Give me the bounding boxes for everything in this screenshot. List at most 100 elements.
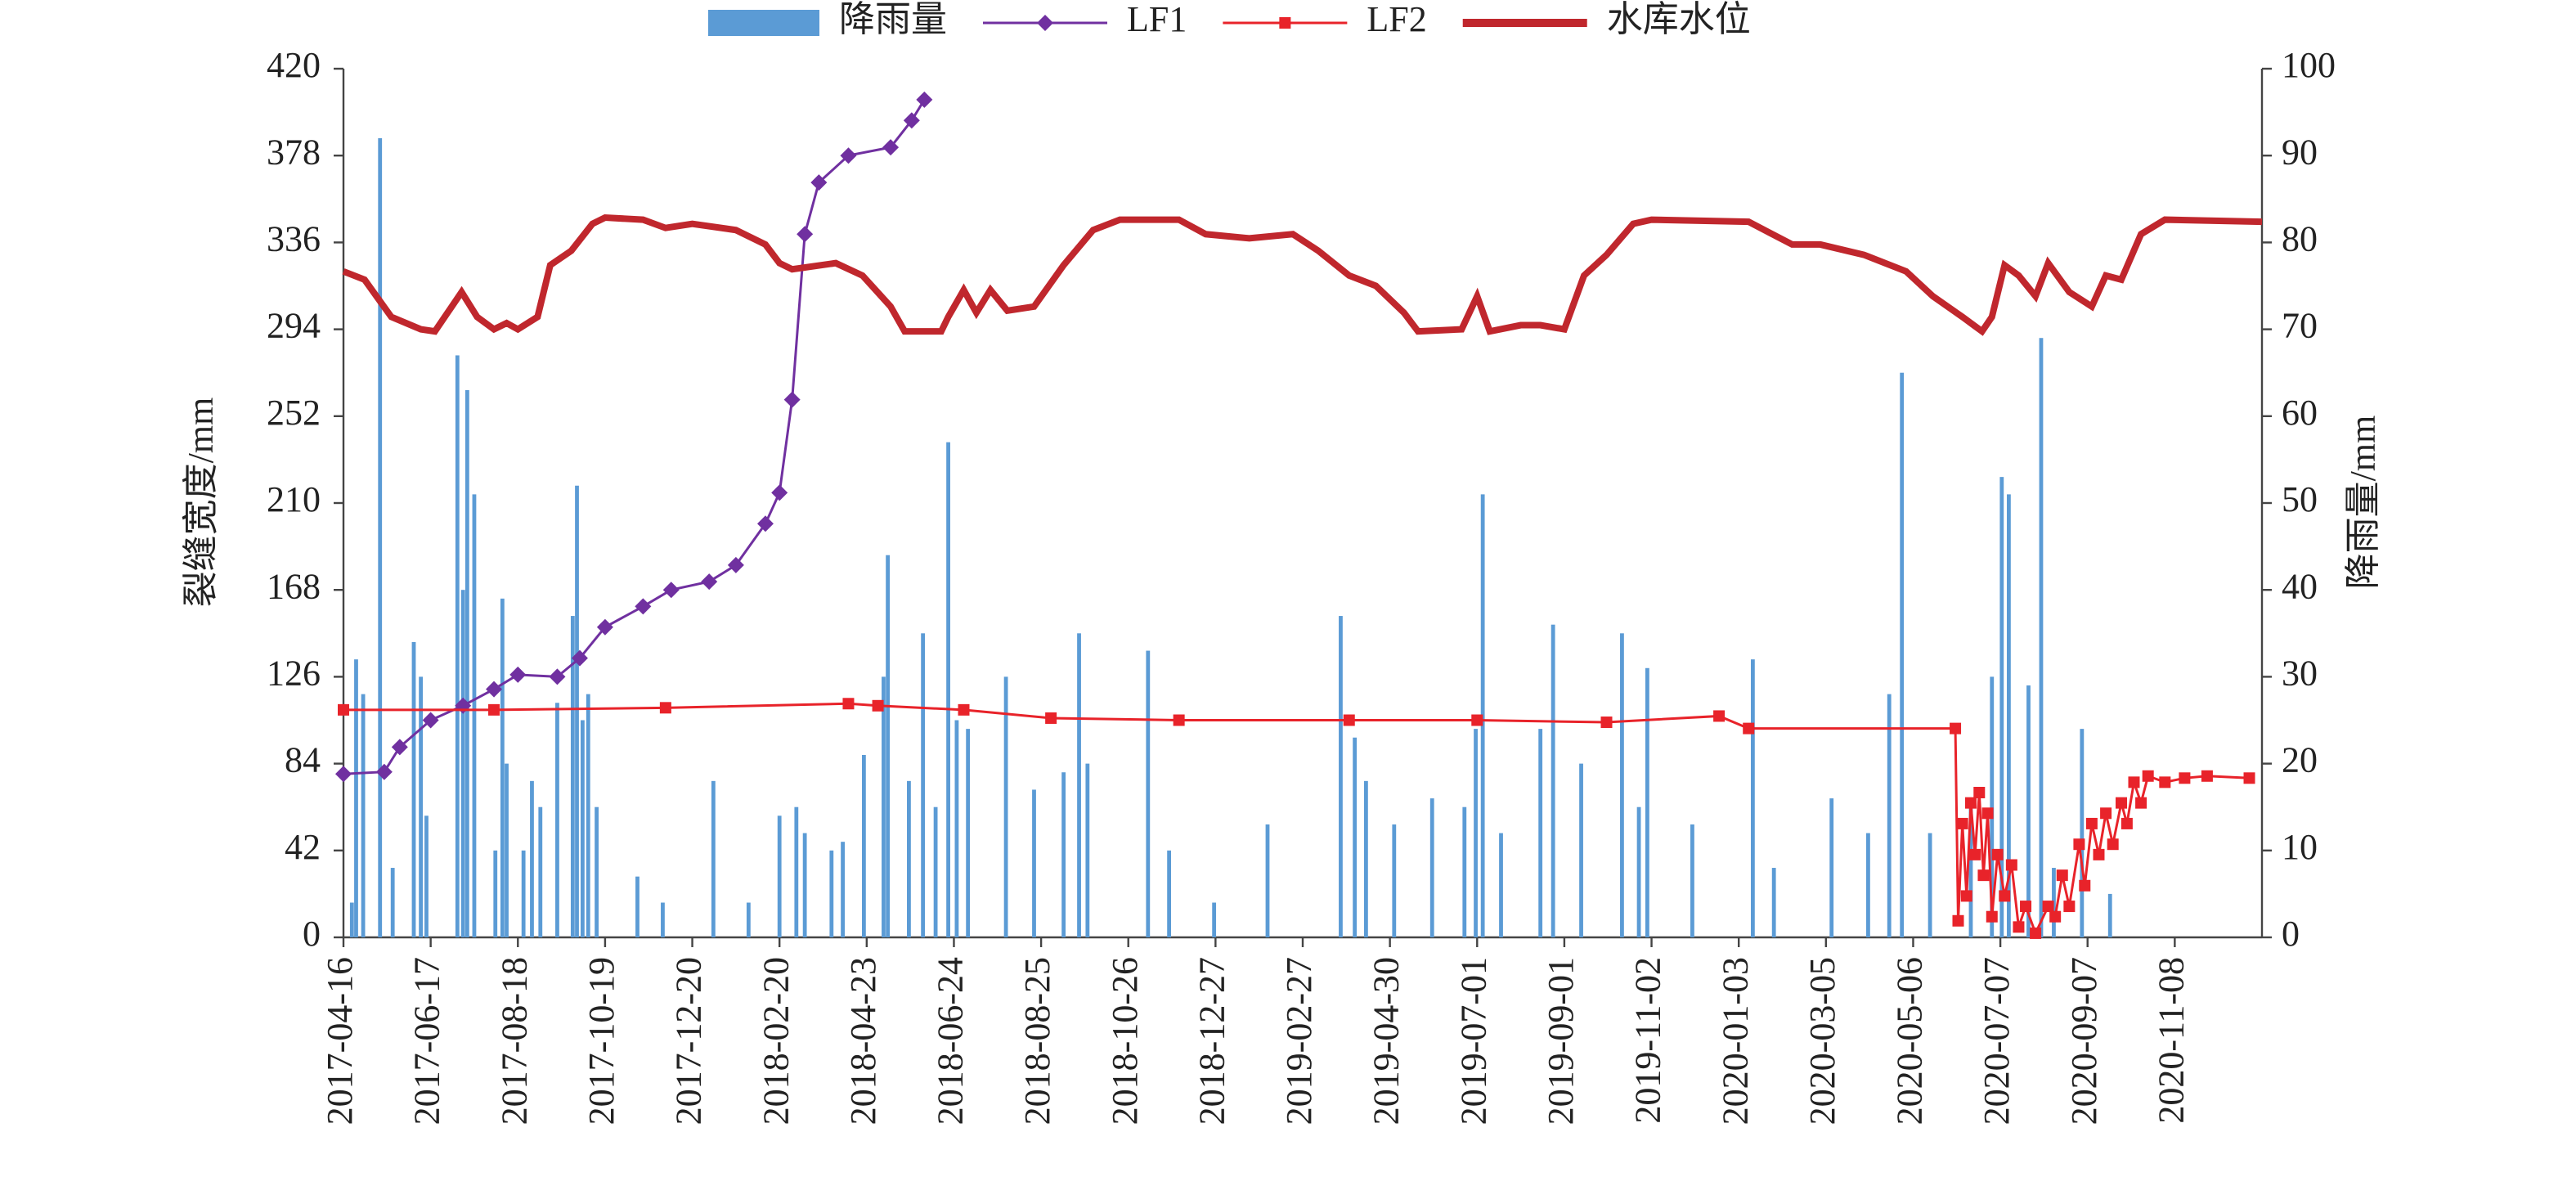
point-marker xyxy=(1952,914,1964,927)
rain-bar xyxy=(1003,676,1008,937)
rain-bar xyxy=(521,850,526,937)
x-tick-label: 2018-04-23 xyxy=(843,957,883,1125)
y-axis-title: 裂缝宽度/mm xyxy=(181,398,221,608)
x-tick-label: 2018-12-27 xyxy=(1192,957,1232,1125)
series-line xyxy=(342,214,2263,336)
x-tick-label: 2019-09-01 xyxy=(1541,957,1581,1125)
rain-bar xyxy=(472,494,477,937)
y-tick-label: 84 xyxy=(285,740,321,780)
point-marker xyxy=(1713,710,1726,722)
point-marker xyxy=(422,712,439,729)
rain-bar xyxy=(575,485,579,937)
y-tick-label: 210 xyxy=(267,479,321,519)
rain-bar xyxy=(500,598,505,937)
rain-bar xyxy=(538,806,543,937)
y-tick-label: 336 xyxy=(267,218,321,258)
rain-bar xyxy=(1771,868,1776,937)
point-marker xyxy=(1986,910,1998,923)
rain-bar xyxy=(1690,824,1694,937)
point-marker xyxy=(2128,776,2140,788)
y-tick-label: 252 xyxy=(267,393,321,433)
rain-bar xyxy=(1392,824,1397,937)
point-marker xyxy=(2073,838,2085,851)
point-marker xyxy=(2030,927,2042,939)
point-marker xyxy=(2135,797,2147,809)
rain-bar xyxy=(390,868,395,937)
series-line xyxy=(343,99,926,775)
point-marker xyxy=(662,582,680,599)
rain-bar xyxy=(1620,633,1624,937)
rain-bar xyxy=(1429,798,1434,937)
x-tick-label: 2020-05-06 xyxy=(1890,957,1930,1125)
point-marker xyxy=(1960,890,1972,902)
point-marker xyxy=(783,391,801,408)
point-marker xyxy=(571,649,588,667)
rain-bar xyxy=(1085,763,1090,937)
rain-bar xyxy=(419,676,423,937)
rain-bar xyxy=(1146,650,1151,937)
point-marker xyxy=(2085,817,2098,829)
rain-bar xyxy=(1462,806,1467,937)
rain-bar xyxy=(1750,659,1755,937)
point-marker xyxy=(659,702,671,714)
point-marker xyxy=(842,698,855,710)
rain-bar xyxy=(802,833,807,937)
rain-bar xyxy=(493,850,498,937)
x-tick-label: 2018-08-25 xyxy=(1017,957,1057,1125)
legend-label: 水库水位 xyxy=(1607,0,1751,39)
rain-bar xyxy=(1645,667,1649,937)
y2-tick-label: 90 xyxy=(2282,132,2318,172)
rain-bar xyxy=(746,902,751,937)
rain-bar xyxy=(1579,763,1583,937)
point-marker xyxy=(335,766,352,783)
rain-bar xyxy=(411,641,416,937)
point-marker xyxy=(2107,838,2119,851)
rain-bar xyxy=(595,806,599,937)
rain-bar xyxy=(711,780,716,937)
point-marker xyxy=(903,112,920,129)
x-tick-label: 2017-06-17 xyxy=(407,957,447,1125)
point-marker xyxy=(1600,717,1613,729)
point-marker xyxy=(756,515,774,532)
rain-bar xyxy=(2007,494,2011,937)
rain-bar xyxy=(2107,893,2112,937)
rain-bar xyxy=(933,806,938,937)
y-tick-label: 42 xyxy=(285,827,321,867)
point-marker xyxy=(2042,901,2054,913)
point-marker xyxy=(2020,901,2032,913)
rain-bar xyxy=(2080,729,2085,937)
y2-tick-label: 20 xyxy=(2282,740,2318,780)
rain-bar xyxy=(1551,624,1555,937)
rain-bar xyxy=(1032,789,1036,937)
rain-bar xyxy=(1212,902,1217,937)
rain-bar xyxy=(2039,338,2044,938)
point-marker xyxy=(2142,770,2154,782)
x-tick-label: 2020-09-07 xyxy=(2064,957,2104,1125)
point-marker xyxy=(797,226,814,243)
rain-bar xyxy=(1265,824,1270,937)
point-marker xyxy=(488,703,500,716)
rain-bar xyxy=(946,442,950,937)
point-marker xyxy=(727,556,744,573)
x-tick-label: 2020-07-07 xyxy=(1977,957,2017,1125)
point-marker xyxy=(2013,921,2025,933)
rain-bar xyxy=(555,703,559,937)
rain-bar xyxy=(794,806,799,937)
x-tick-label: 2019-02-27 xyxy=(1279,957,1319,1125)
rain-bar xyxy=(1829,798,1834,937)
point-marker xyxy=(2049,910,2062,923)
point-marker xyxy=(771,484,788,501)
point-marker xyxy=(2243,772,2255,784)
y2-tick-label: 40 xyxy=(2282,566,2318,606)
rain-bar xyxy=(570,616,575,937)
rain-bar xyxy=(829,850,834,937)
rain-bar xyxy=(1999,477,2004,937)
rain-bar xyxy=(1990,676,1995,937)
rain-bar xyxy=(921,633,926,937)
rain-bar xyxy=(349,902,354,937)
point-marker xyxy=(338,703,349,716)
x-tick-label: 2017-08-18 xyxy=(494,957,534,1125)
x-tick-label: 2019-04-30 xyxy=(1367,957,1407,1125)
point-marker xyxy=(2100,807,2112,820)
point-marker xyxy=(549,668,566,685)
